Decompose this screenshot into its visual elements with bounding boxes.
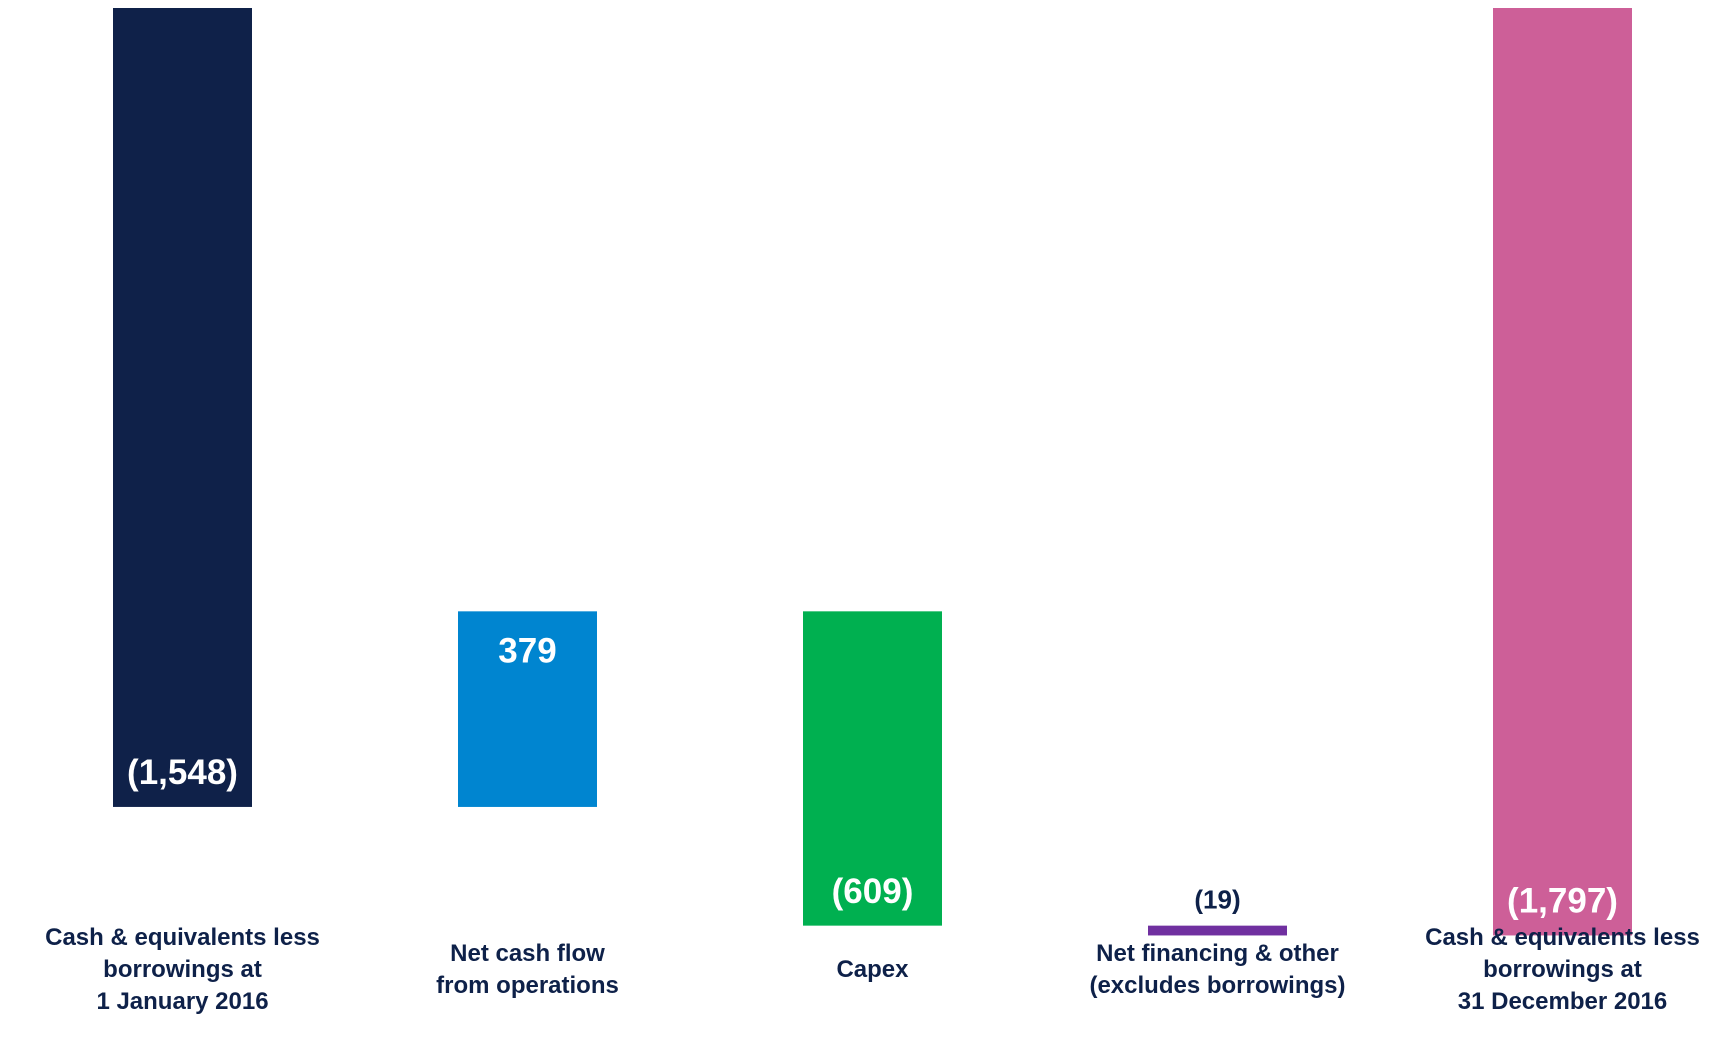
bar — [803, 611, 942, 926]
value-label: (19) — [1194, 885, 1240, 915]
category-label: Cash & equivalents less borrowings at 31… — [1425, 924, 1700, 1015]
value-label: (609) — [832, 872, 914, 911]
bar — [1148, 925, 1287, 936]
category-label: Net cash flow from operations — [436, 940, 619, 999]
category-label: Capex — [836, 956, 909, 983]
value-label: 379 — [498, 632, 556, 671]
category-label: Cash & equivalents less borrowings at 1 … — [45, 924, 320, 1015]
bar — [458, 611, 597, 807]
bar — [113, 8, 252, 807]
bar — [1493, 8, 1632, 936]
category-label: Net financing & other (excludes borrowin… — [1089, 940, 1346, 999]
value-label: (1,548) — [127, 753, 238, 792]
value-label: (1,797) — [1507, 882, 1618, 921]
